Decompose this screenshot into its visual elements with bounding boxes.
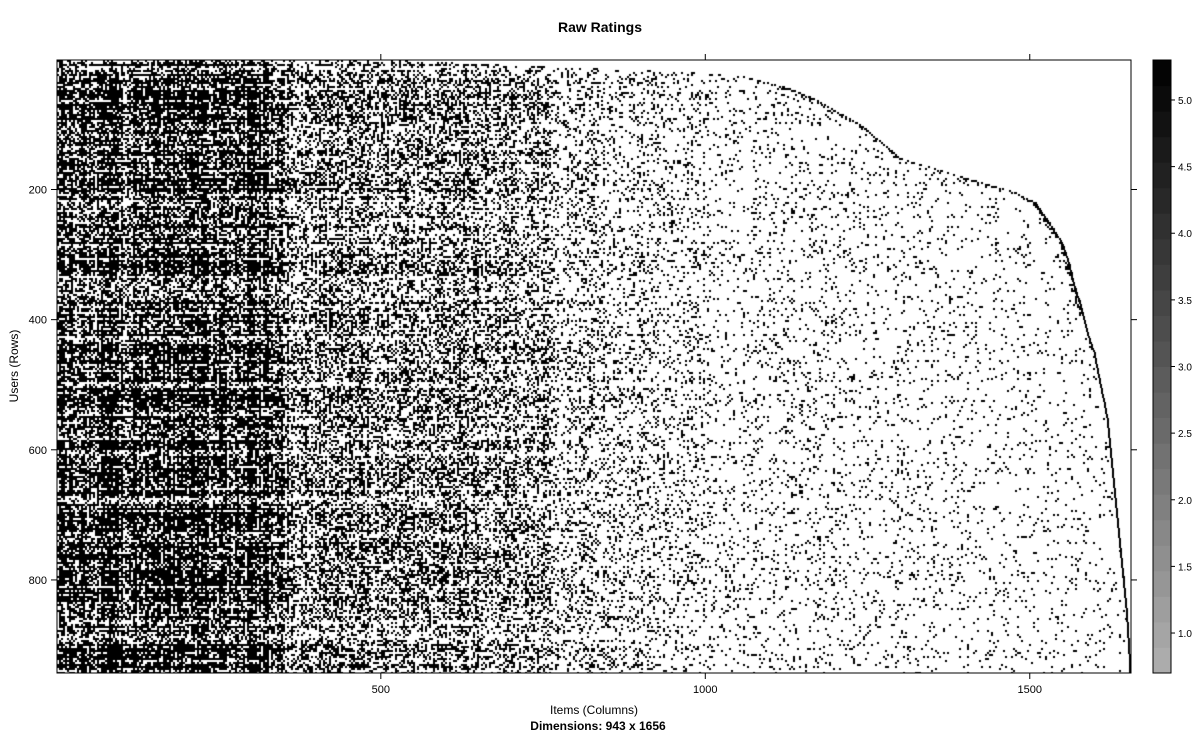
ratings-matrix: [57, 60, 1131, 673]
colorbar-swatch: [1153, 264, 1171, 291]
colorbar-swatch: [1153, 596, 1171, 623]
y-axis: 200 400 600 800: [29, 184, 1137, 587]
colorbar-legend: 1.0 1.5 2.0 2.5 3.0 3.5 4.0 4.5 5.0: [1152, 59, 1192, 674]
dimensions-subtitle: Dimensions: 943 x 1656: [530, 719, 666, 733]
colorbar-tick-label: 1.0: [1178, 629, 1192, 640]
colorbar-tick-label: 3.0: [1178, 363, 1192, 374]
y-axis-label: Users (Rows): [7, 330, 21, 403]
colorbar-tick-label: 5.0: [1178, 96, 1192, 107]
plot-frame: [56, 59, 1132, 674]
y-tick-label: 200: [29, 184, 47, 196]
y-tick-label: 800: [29, 575, 47, 587]
colorbar-swatch: [1153, 289, 1171, 316]
colorbar-tick-label: 4.5: [1178, 163, 1192, 174]
y-tick-label: 400: [29, 315, 47, 327]
colorbar-tick-label: 1.5: [1178, 562, 1192, 573]
y-tick-label: 600: [29, 445, 47, 457]
colorbar-swatch: [1153, 443, 1171, 470]
colorbar-swatch: [1153, 213, 1171, 240]
colorbar-swatch: [1153, 85, 1171, 112]
colorbar-swatch: [1153, 136, 1171, 163]
x-tick-label: 1500: [1018, 684, 1042, 696]
colorbar-swatch: [1153, 60, 1171, 87]
chart-title: Raw Ratings: [558, 19, 642, 35]
x-tick-label: 1000: [693, 684, 717, 696]
colorbar-swatch: [1153, 340, 1171, 367]
colorbar-swatch: [1153, 392, 1171, 419]
colorbar-swatch: [1153, 621, 1171, 648]
colorbar-swatch: [1153, 570, 1171, 597]
colorbar-swatch: [1153, 366, 1171, 393]
colorbar-swatch: [1153, 647, 1171, 674]
colorbar-tick-label: 4.0: [1178, 229, 1192, 240]
colorbar-swatch: [1153, 315, 1171, 342]
colorbar-swatch: [1153, 162, 1171, 189]
colorbar-swatch: [1153, 545, 1171, 572]
ratings-matrix-image: [57, 60, 1131, 673]
colorbar-swatch: [1153, 238, 1171, 265]
colorbar-tick-label: 3.5: [1178, 296, 1192, 307]
colorbar-swatch: [1153, 468, 1171, 495]
x-axis: 500 1000 1500: [372, 54, 1042, 696]
colorbar-tick-label: 2.5: [1178, 429, 1192, 440]
x-tick-label: 500: [372, 684, 390, 696]
colorbar-tick-label: 2.0: [1178, 496, 1192, 507]
colorbar-swatch: [1153, 187, 1171, 214]
colorbar-swatch: [1153, 111, 1171, 138]
colorbar-swatch: [1153, 519, 1171, 546]
x-axis-label: Items (Columns): [550, 703, 638, 717]
colorbar-swatch: [1153, 417, 1171, 444]
colorbar-swatch: [1153, 494, 1171, 521]
